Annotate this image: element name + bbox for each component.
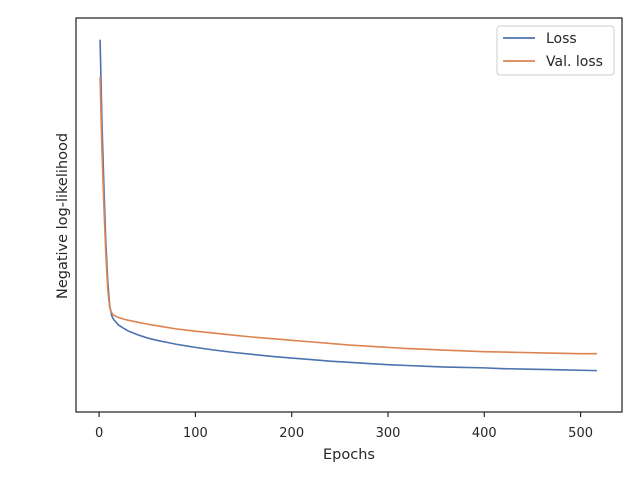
series-line-val-loss xyxy=(99,77,597,355)
y-axis-label: Negative log-likelihood xyxy=(55,133,71,299)
x-axis-label: Epochs xyxy=(323,447,375,463)
x-tick-label: 300 xyxy=(376,426,401,441)
series-line-loss xyxy=(99,39,597,372)
series-layer xyxy=(99,39,597,372)
x-tick-label: 500 xyxy=(568,426,593,441)
x-tick-label: 100 xyxy=(183,426,208,441)
legend-label-val-loss: Val. loss xyxy=(546,54,603,70)
x-tick-label: 400 xyxy=(472,426,497,441)
x-tick-label: 200 xyxy=(279,426,304,441)
plot-frame xyxy=(75,17,623,413)
x-tick-label: 0 xyxy=(95,426,103,441)
legend-label-loss: Loss xyxy=(546,31,577,47)
x-ticks: 0 100 200 300 400 500 xyxy=(95,412,593,441)
legend: Loss Val. loss xyxy=(496,25,615,76)
